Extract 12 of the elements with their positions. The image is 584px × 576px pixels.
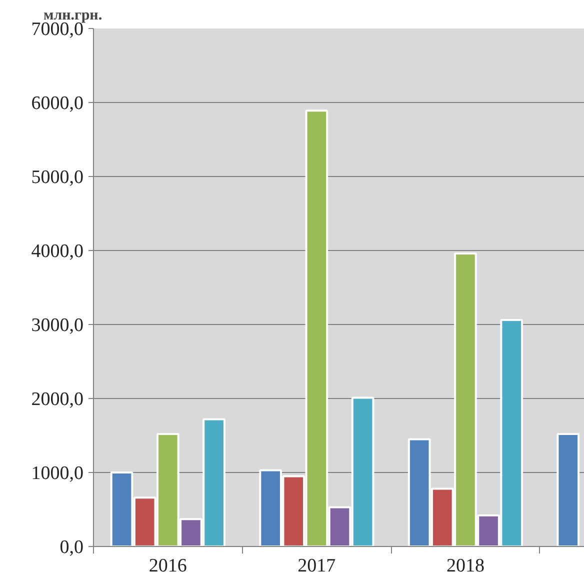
x-tick-label: 2017 xyxy=(298,556,336,576)
y-tick-label: 4000,0 xyxy=(31,241,84,262)
y-axis-title: млн.грн. xyxy=(44,8,102,24)
y-tick-label: 5000,0 xyxy=(31,167,84,188)
y-tick-label: 3000,0 xyxy=(31,315,84,336)
y-tick-label: 1000,0 xyxy=(31,463,84,484)
y-tick-label: 6000,0 xyxy=(31,93,84,114)
y-tick-label: 0,0 xyxy=(60,537,84,558)
y-tick-label: 2000,0 xyxy=(31,389,84,410)
x-tick-label: 2018 xyxy=(446,556,484,576)
bar xyxy=(556,433,580,546)
x-tick-label: 2016 xyxy=(148,556,187,576)
